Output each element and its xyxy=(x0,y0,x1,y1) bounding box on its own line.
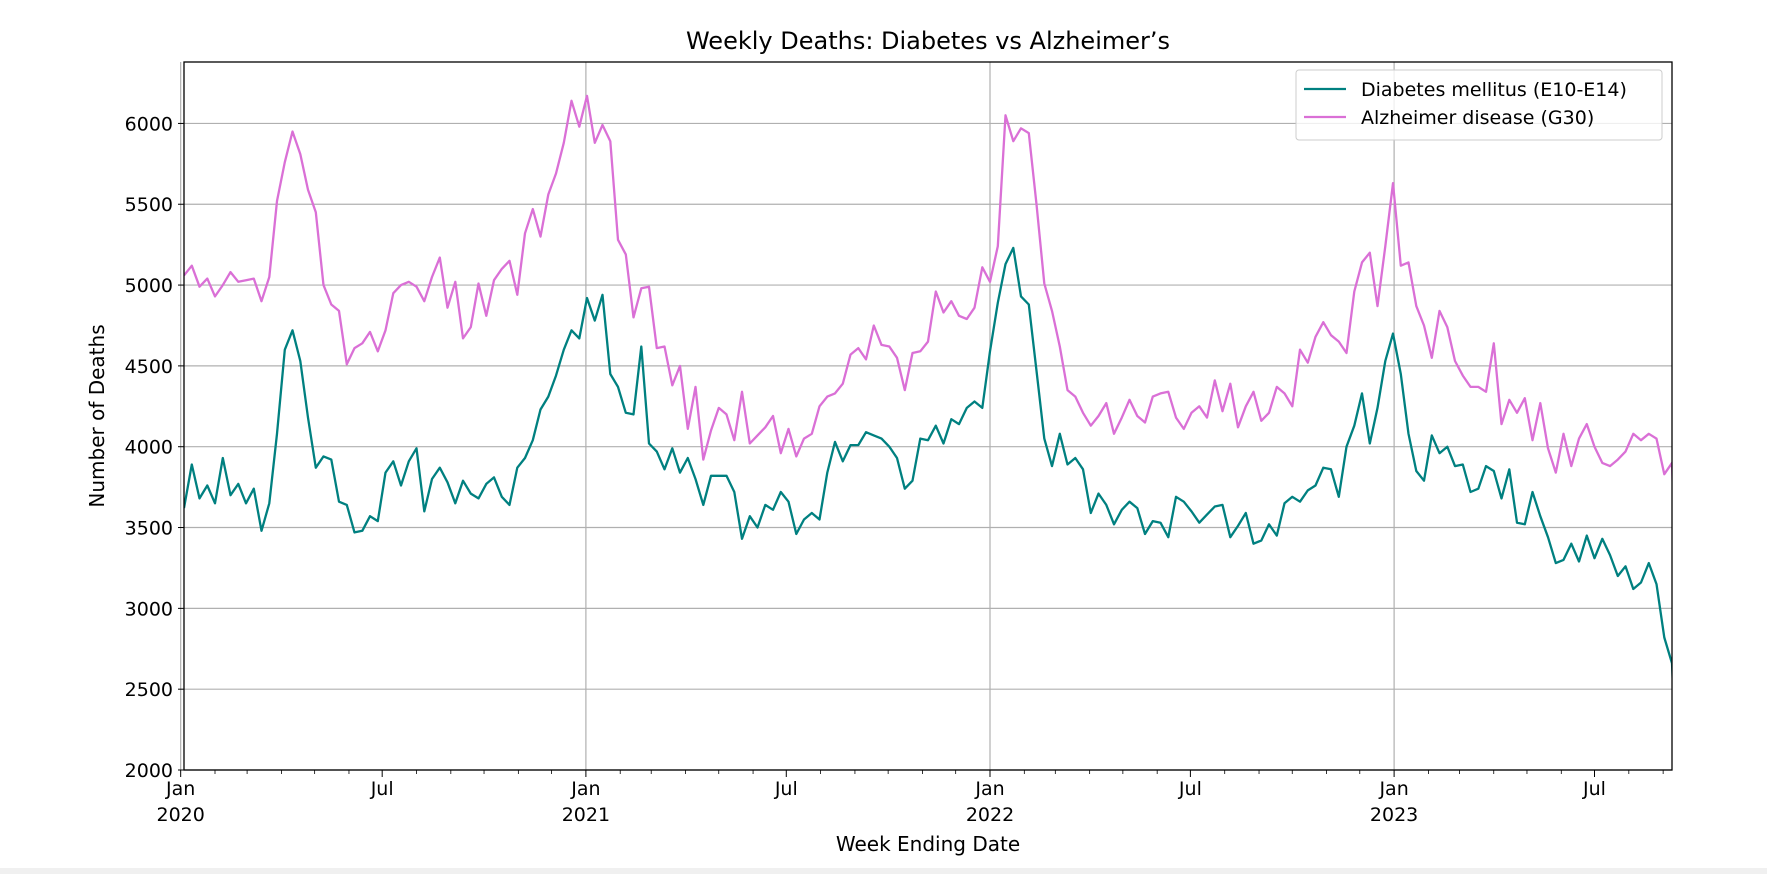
x-axis: Jan 2020 Jul Jan 2021 Jul Jan 2022 Jul Jan 2023 Jul xyxy=(156,770,1664,826)
x-tick-year-label: 2020 xyxy=(156,804,204,826)
y-tick-label: 3500 xyxy=(125,518,173,540)
y-tick-label: 2000 xyxy=(125,760,173,782)
x-tick-year-label: 2021 xyxy=(562,804,610,826)
y-tick-label: 5000 xyxy=(125,275,173,297)
x-tick-label: Jan xyxy=(165,778,195,800)
y-tick-label: 6000 xyxy=(125,113,173,135)
y-tick-label: 4000 xyxy=(125,437,173,459)
window-bottom-strip xyxy=(0,868,1767,874)
legend-label: Diabetes mellitus (E10-E14) xyxy=(1361,79,1627,101)
series-lines xyxy=(184,94,1672,691)
plot-frame xyxy=(183,61,1673,771)
legend: Diabetes mellitus (E10-E14) Alzheimer dis… xyxy=(1295,69,1663,141)
x-tick-label: Jul xyxy=(774,778,798,800)
x-tick-label: Jul xyxy=(370,778,394,800)
x-tick-label: Jul xyxy=(1178,778,1202,800)
x-tick-label: Jul xyxy=(1582,778,1606,800)
x-tick-year-label: 2023 xyxy=(1370,804,1418,826)
grid-lines xyxy=(180,62,1672,771)
x-tick-label: Jan xyxy=(1378,778,1408,800)
x-tick-year-label: 2022 xyxy=(966,804,1014,826)
y-axis: 2000 2500 3000 3500 4000 4500 5000 5500 6000 xyxy=(125,113,184,782)
y-axis-label: Number of Deaths xyxy=(85,324,109,507)
x-axis-label: Week Ending Date xyxy=(836,832,1020,856)
y-tick-label: 3000 xyxy=(125,598,173,620)
x-tick-label: Jan xyxy=(974,778,1004,800)
y-tick-label: 4500 xyxy=(125,356,173,378)
y-tick-label: 2500 xyxy=(125,679,173,701)
y-tick-label: 5500 xyxy=(125,194,173,216)
series-line-diabetes xyxy=(184,246,1672,691)
legend-box xyxy=(1295,69,1663,141)
x-tick-label: Jan xyxy=(570,778,600,800)
legend-label: Alzheimer disease (G30) xyxy=(1361,107,1594,129)
series-line-alzheimer xyxy=(184,94,1672,497)
chart-title: Weekly Deaths: Diabetes vs Alzheimer’s xyxy=(686,27,1170,55)
